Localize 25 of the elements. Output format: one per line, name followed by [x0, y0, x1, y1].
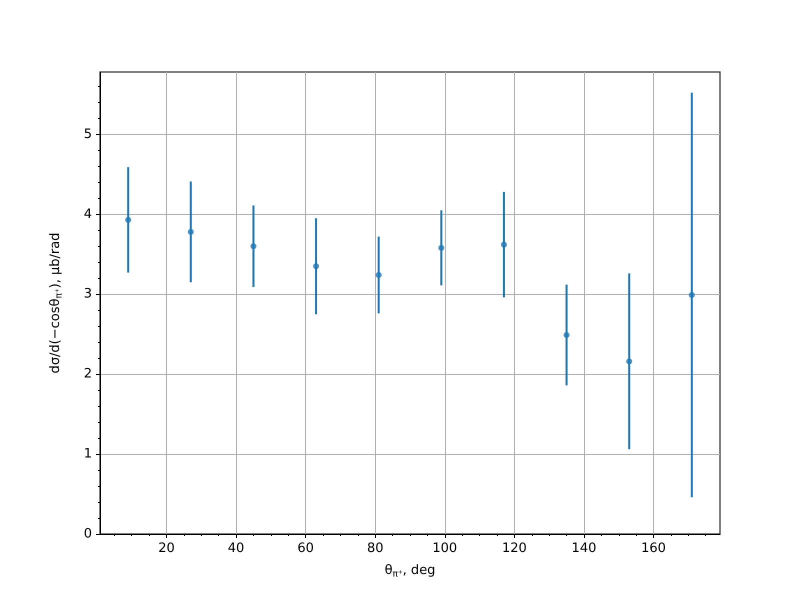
y-tick-label: 0 — [84, 526, 92, 542]
x-tick-label: 20 — [158, 541, 175, 556]
x-tick-label: 160 — [641, 541, 666, 556]
point — [376, 272, 382, 278]
point — [313, 263, 320, 270]
point — [626, 358, 632, 364]
point — [688, 292, 695, 298]
y-tick-label: 2 — [84, 366, 92, 382]
y-tick-label: 1 — [84, 446, 92, 462]
point — [250, 243, 256, 250]
point — [438, 244, 444, 251]
x-tick-label: 80 — [366, 541, 384, 556]
point — [564, 332, 570, 338]
x-tick-label: 120 — [502, 541, 527, 556]
y-axis-title: dσ/d(−cosθπ⁺), μb/rad — [48, 232, 64, 374]
x-tick-label: 140 — [572, 541, 596, 556]
y-tick-label: 3 — [84, 286, 92, 302]
x-tick-label: 60 — [297, 541, 314, 556]
point — [500, 242, 507, 248]
y-tick-label: 4 — [84, 206, 92, 222]
point — [125, 216, 132, 223]
x-tick-label: 40 — [228, 541, 244, 556]
y-tick-label: 5 — [84, 126, 92, 142]
x-tick-label: 100 — [432, 541, 458, 556]
point — [188, 228, 194, 235]
